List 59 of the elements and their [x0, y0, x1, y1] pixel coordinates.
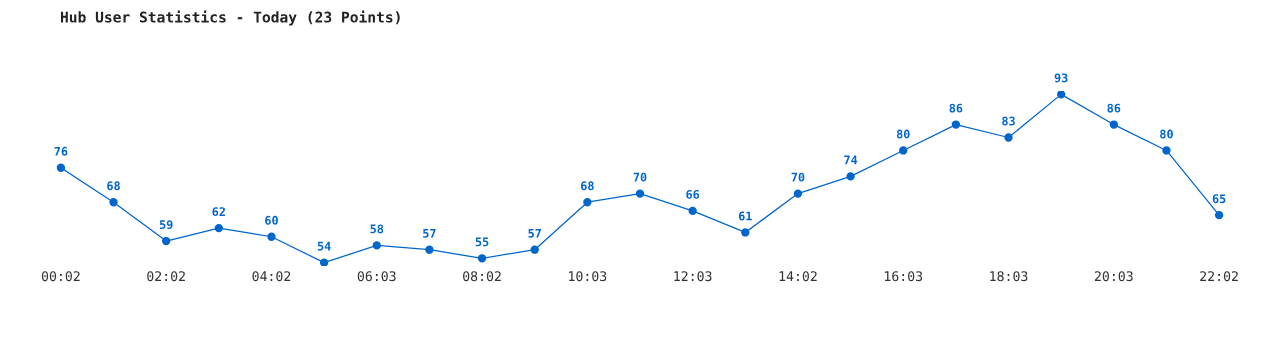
data-label: 57	[423, 228, 436, 238]
point	[267, 232, 276, 241]
point	[1004, 133, 1013, 142]
point	[1109, 120, 1118, 129]
data-label: 62	[212, 207, 225, 217]
point	[583, 198, 592, 207]
point	[688, 206, 697, 216]
data-label: 86	[1107, 103, 1121, 113]
point	[1162, 146, 1171, 155]
point	[1214, 211, 1224, 220]
data-label: 59	[159, 220, 173, 230]
chart-title: Hub User Statistics - Today (23 Points)	[60, 10, 400, 26]
data-label: 74	[844, 155, 858, 165]
point	[530, 245, 539, 254]
x-tick-label: 04:02	[252, 271, 291, 282]
data-label: 80	[1160, 129, 1173, 139]
data-label: 54	[317, 241, 331, 251]
point	[846, 172, 855, 181]
data-label: 65	[1212, 194, 1226, 204]
data-label: 70	[633, 172, 647, 182]
x-tick-label: 12:03	[674, 271, 712, 282]
point	[741, 228, 750, 237]
point	[477, 254, 487, 263]
point	[214, 223, 223, 233]
x-tick-label: 16:03	[884, 271, 923, 282]
x-tick-label: 20:03	[1094, 271, 1133, 282]
data-label: 76	[54, 146, 68, 156]
point	[951, 120, 961, 129]
data-label: 68	[581, 181, 594, 191]
data-label: 93	[1054, 73, 1068, 83]
point	[793, 189, 803, 198]
data-label: 80	[896, 129, 910, 139]
x-tick-label: 06:03	[357, 271, 396, 282]
x-tick-label: 10:03	[569, 271, 607, 282]
x-tick-label: 18:03	[990, 271, 1028, 282]
x-tick-label: 02:02	[147, 271, 185, 282]
point	[635, 189, 645, 198]
x-tick-label: 14:02	[779, 271, 817, 282]
point	[899, 146, 908, 155]
data-label: 66	[686, 189, 700, 199]
point	[56, 163, 66, 172]
point	[162, 236, 171, 246]
point	[372, 241, 381, 250]
x-tick-label: 08:02	[463, 271, 501, 282]
data-label: 68	[107, 181, 120, 191]
point	[425, 245, 434, 254]
data-label: 60	[265, 215, 278, 225]
data-label: 70	[791, 172, 805, 182]
data-label: 86	[949, 103, 963, 113]
data-label: 55	[475, 237, 489, 247]
x-tick-label: 22:02	[1200, 271, 1238, 282]
data-label: 83	[1002, 116, 1015, 126]
point	[109, 198, 118, 207]
data-label: 61	[738, 211, 752, 221]
point	[319, 258, 329, 266]
data-label: 58	[370, 224, 384, 234]
point	[1057, 91, 1066, 99]
x-tick-label: 00:02	[41, 271, 80, 282]
data-label: 57	[528, 228, 541, 238]
